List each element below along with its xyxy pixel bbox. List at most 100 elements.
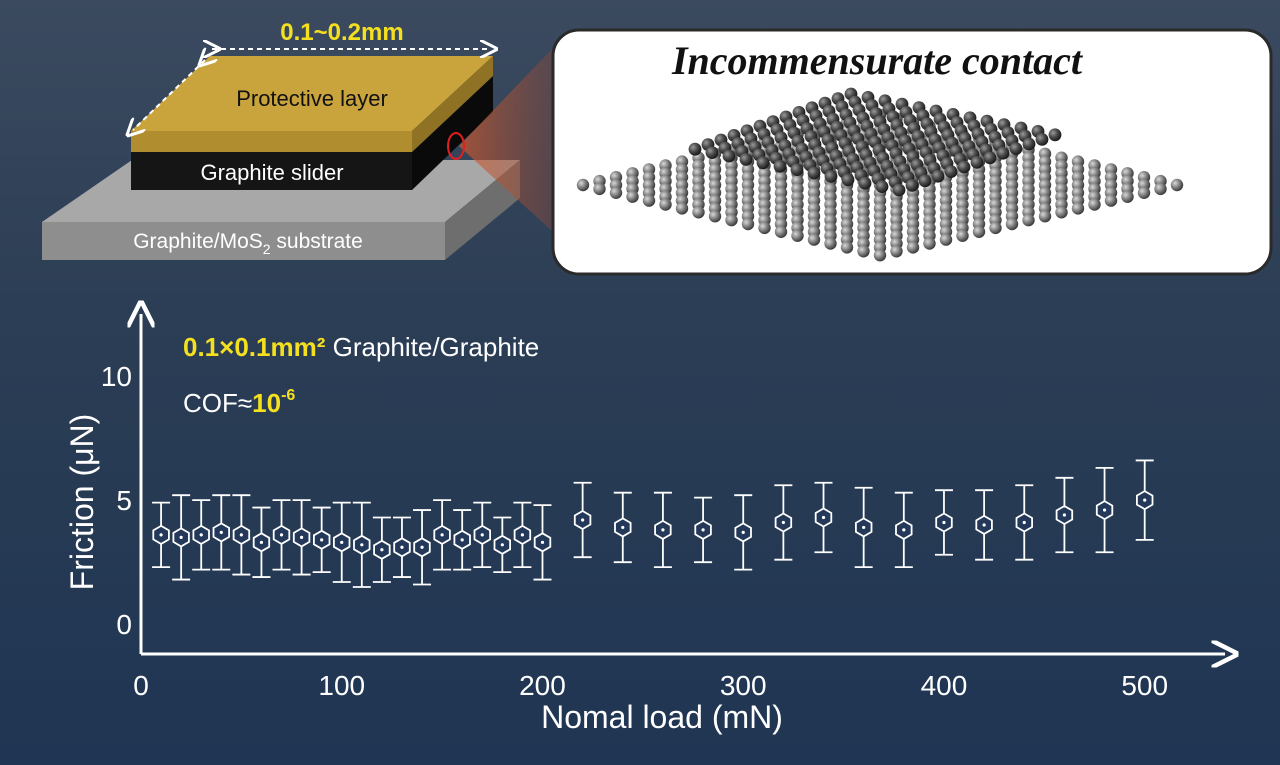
data-point <box>1135 459 1154 541</box>
substrate-atom <box>692 206 705 219</box>
marker-center-dot <box>741 530 745 534</box>
marker-center-dot <box>982 523 986 527</box>
friction-chart: 0 5 10 0 100 200 300 400 500 Nomal load (mN) Fr… <box>64 314 1225 735</box>
graphite-slider-label: Graphite slider <box>200 160 343 185</box>
data-point <box>653 491 672 569</box>
marker-center-dot <box>219 530 223 534</box>
substrate-atom <box>824 237 837 250</box>
marker-center-dot <box>179 535 183 539</box>
marker-center-dot <box>520 533 525 537</box>
marker-center-dot <box>862 525 866 530</box>
data-point <box>392 516 411 578</box>
substrate-atom <box>1088 198 1101 211</box>
data-point <box>352 501 371 588</box>
slider-atom <box>841 173 855 187</box>
slider-atom <box>688 142 702 156</box>
data-point <box>513 501 532 569</box>
data-point <box>1015 484 1034 561</box>
graphite-slider <box>131 152 412 190</box>
slider-atom <box>1048 128 1062 142</box>
substrate-atom <box>857 245 870 258</box>
device-schematic: 0.1~0.2mm Protective layer Graphite slid… <box>42 19 553 260</box>
slider-atom <box>957 160 971 174</box>
y-tick-label: 10 <box>101 361 132 392</box>
marker-center-dot <box>440 533 444 537</box>
data-point <box>613 491 632 564</box>
substrate-atom <box>593 182 606 196</box>
protective-layer-right <box>412 56 493 152</box>
data-point <box>252 506 271 578</box>
width-label: 0.1~0.2mm <box>280 19 403 46</box>
marker-center-dot <box>199 533 203 537</box>
marker-center-dot <box>159 533 163 537</box>
slider-atom <box>756 156 770 170</box>
data-point <box>573 481 592 559</box>
marker-center-dot <box>259 540 264 544</box>
substrate-atom <box>1154 182 1167 196</box>
marker-center-dot <box>821 515 826 520</box>
slider-atom <box>773 159 787 173</box>
substrate-atom <box>1055 206 1068 219</box>
substrate-atom <box>956 229 969 242</box>
substrate-atom <box>708 210 722 223</box>
substrate-atom <box>609 186 623 199</box>
data-point <box>152 501 171 569</box>
protective-layer-label: Protective layer <box>236 86 388 111</box>
slider-atom <box>739 153 753 166</box>
marker-center-dot <box>1022 520 1026 525</box>
data-point <box>272 499 291 571</box>
marker-center-dot <box>581 518 585 522</box>
substrate-atom <box>758 221 771 235</box>
x-tick-label: 400 <box>921 670 968 701</box>
marker-center-dot <box>380 548 384 552</box>
marker-center-dot <box>1102 508 1107 512</box>
x-tick-label: 500 <box>1121 670 1168 701</box>
data-point <box>1095 466 1114 554</box>
marker-center-dot <box>942 520 946 525</box>
depth-dimension-arrow <box>133 60 205 130</box>
marker-center-dot <box>480 533 484 537</box>
substrate-atom <box>939 233 953 246</box>
marker-center-dot <box>1143 498 1147 502</box>
substrate-atom <box>890 245 903 258</box>
inset-title: Incommensurate contact <box>671 38 1084 83</box>
substrate-atom <box>791 229 804 242</box>
slider-atom <box>983 151 997 165</box>
data-point <box>694 496 713 564</box>
protective-layer-front <box>131 131 412 152</box>
slider-atom <box>970 156 984 169</box>
marker-center-dot <box>239 533 243 537</box>
substrate-atom <box>675 202 689 215</box>
y-axis-label: Friction (μN) <box>64 414 100 591</box>
marker-center-dot <box>661 528 665 532</box>
data-point <box>854 486 873 569</box>
substrate-atom <box>873 249 887 262</box>
data-point <box>172 494 191 581</box>
inset-panel: Incommensurate contact <box>551 28 1273 276</box>
y-tick-label: 0 <box>116 609 132 640</box>
slider-lattice <box>688 87 1062 197</box>
substrate-atom <box>642 194 656 207</box>
slider-atom <box>892 183 906 197</box>
substrate-right-face <box>445 160 520 260</box>
marker-center-dot <box>781 520 785 525</box>
substrate-atom <box>1038 210 1052 223</box>
slider-atom <box>1022 137 1036 151</box>
data-point <box>814 481 833 554</box>
substrate-atom <box>923 237 936 250</box>
marker-center-dot <box>460 538 464 542</box>
data-point <box>934 489 953 556</box>
slider-atom <box>858 176 872 190</box>
substrate-atom <box>1022 213 1035 227</box>
protective-layer-top <box>131 56 493 131</box>
substrate-atom <box>906 241 920 254</box>
marker-center-dot <box>299 535 304 539</box>
substrate-atom <box>807 233 821 246</box>
data-point <box>894 491 913 569</box>
slider-atom <box>905 179 919 192</box>
slider-atom <box>722 149 736 163</box>
marker-center-dot <box>701 528 705 532</box>
marker-center-dot <box>540 540 545 544</box>
substrate-atom <box>1071 202 1085 215</box>
slider-atom <box>824 170 838 183</box>
